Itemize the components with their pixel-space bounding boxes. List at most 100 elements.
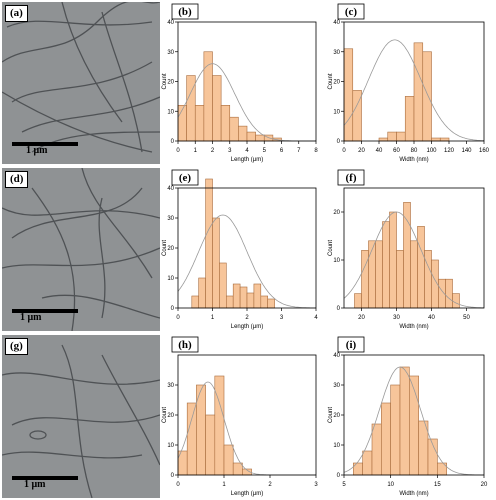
x-tick-label-e: 0 [176, 315, 180, 321]
histogram-bar-c [431, 137, 441, 142]
histogram-bar-i [390, 384, 401, 476]
fit-curve-i [343, 366, 484, 476]
histogram-bar-e [260, 295, 269, 309]
histogram-bar-c [378, 137, 389, 142]
panel-label-e: (e) [179, 172, 192, 184]
panel-label-h: (h) [178, 339, 192, 351]
histogram-bar-e [191, 295, 199, 309]
histogram-bar-h [186, 402, 197, 476]
panel-label-c: (c) [345, 6, 358, 18]
x-tick-label-c: 40 [376, 148, 383, 154]
histogram-bar-h [223, 444, 234, 476]
histogram-bar-i [381, 402, 391, 476]
histogram-bar-f [389, 211, 397, 309]
histogram-bar-i [353, 462, 363, 476]
histogram-bar-f [403, 202, 411, 309]
y-tick-label-e: 20 [167, 246, 174, 252]
histogram-bar-c [413, 42, 424, 142]
y-tick-label-c: 10 [333, 109, 340, 115]
x-tick-label-i: 20 [481, 482, 488, 488]
panel-label-i: (i) [346, 339, 357, 351]
histogram-bar-e [239, 286, 248, 309]
histogram-bar-b [229, 116, 239, 142]
x-tick-label-c: 80 [411, 148, 418, 154]
y-tick-label-b: 10 [167, 109, 174, 115]
histogram-bar-i [371, 423, 382, 476]
x-tick-label-i: 10 [387, 482, 394, 488]
x-tick-label-b: 8 [314, 148, 318, 154]
panel-label-box-h [171, 336, 199, 353]
histogram-bar-c [404, 96, 415, 142]
histogram-bar-b [220, 105, 231, 142]
panel-label-d: (d) [5, 171, 29, 188]
panel-label-a: (a) [5, 5, 28, 22]
x-tick-label-b: 5 [263, 148, 267, 154]
y-tick-label-e: 40 [167, 186, 174, 192]
histogram-i: 5 10 15 20 0 10 20 30 40 Width (nm) Count (i) [328, 333, 494, 500]
y-axis-label-b: Count [162, 73, 168, 89]
x-tick-label-c: 160 [479, 148, 490, 154]
y-tick-label-f: 0 [337, 306, 341, 312]
x-tick-label-e: 1 [211, 315, 215, 321]
x-tick-label-b: 3 [228, 148, 232, 154]
y-tick-label-h: 20 [167, 413, 174, 419]
histogram-bar-h [205, 414, 216, 476]
histogram-f: 20 30 40 50 0 10 20 Width (nm) Count (f) [328, 166, 494, 333]
x-tick-label-f: 40 [428, 315, 435, 321]
scale-text-d: 1 μm [20, 312, 42, 323]
histogram-bar-c [343, 48, 354, 142]
y-tick-label-c: 20 [333, 80, 340, 86]
y-tick-label-f: 20 [333, 210, 340, 216]
chart-svg-f: 20 30 40 50 0 10 20 Width (nm) Count (f) [328, 169, 485, 330]
x-axis-label-i: Width (nm) [399, 491, 428, 497]
x-tick-label-h: 0 [176, 482, 180, 488]
histogram-bar-f [417, 226, 425, 309]
histogram-bar-i [399, 366, 410, 476]
x-tick-label-b: 0 [176, 148, 180, 154]
y-tick-label-c: 40 [333, 20, 340, 26]
y-tick-label-c: 0 [337, 139, 341, 145]
y-tick-label-e: 10 [167, 276, 174, 282]
histogram-bar-b [194, 105, 205, 142]
histogram-bar-f [375, 240, 383, 309]
x-tick-label-b: 2 [211, 148, 215, 154]
panel-label-box-i [337, 336, 365, 353]
histogram-bar-e [198, 277, 206, 309]
chart-svg-i: 5 10 15 20 0 10 20 30 40 Width (nm) Count (i) [328, 336, 488, 497]
histogram-bar-f [361, 250, 369, 309]
panel-label-f: (f) [346, 172, 357, 184]
histogram-bar-f [410, 240, 418, 309]
histogram-bar-i [437, 462, 447, 476]
panel-label-box-f [337, 169, 365, 186]
x-tick-label-c: 140 [461, 148, 472, 154]
tem-fibers-g [2, 344, 160, 498]
histogram-bar-b [238, 125, 248, 142]
histogram-bar-f [396, 250, 404, 309]
panel-label-box-e [171, 169, 199, 186]
histogram-bar-b [246, 131, 256, 142]
x-axis-label-c: Width (nm) [399, 157, 428, 163]
histogram-bar-e [226, 295, 234, 309]
histogram-bar-b [255, 134, 265, 142]
y-tick-label-b: 0 [171, 139, 175, 145]
x-tick-label-b: 6 [280, 148, 284, 154]
tem-fibers-d [2, 168, 160, 331]
histogram-bar-f [424, 250, 432, 309]
histogram-bar-e [267, 298, 275, 309]
x-axis-label-b: Length (μm) [231, 157, 263, 163]
x-tick-label-e: 3 [280, 315, 284, 321]
panel-label-box-c [337, 3, 365, 20]
y-tick-label-h: 30 [167, 383, 174, 389]
y-tick-label-i: 0 [337, 473, 341, 479]
x-tick-label-h: 1 [222, 482, 226, 488]
x-tick-label-h: 3 [314, 482, 318, 488]
y-axis-label-i: Count [328, 407, 334, 423]
histogram-bar-e [246, 292, 255, 309]
x-tick-label-c: 60 [393, 148, 400, 154]
fit-curve-e [177, 214, 316, 309]
x-axis-label-h: Length (μm) [231, 491, 263, 497]
y-tick-label-e: 30 [167, 216, 174, 222]
x-tick-label-f: 30 [393, 315, 400, 321]
y-tick-label-h: 0 [171, 473, 175, 479]
fit-curve-c [343, 39, 485, 142]
